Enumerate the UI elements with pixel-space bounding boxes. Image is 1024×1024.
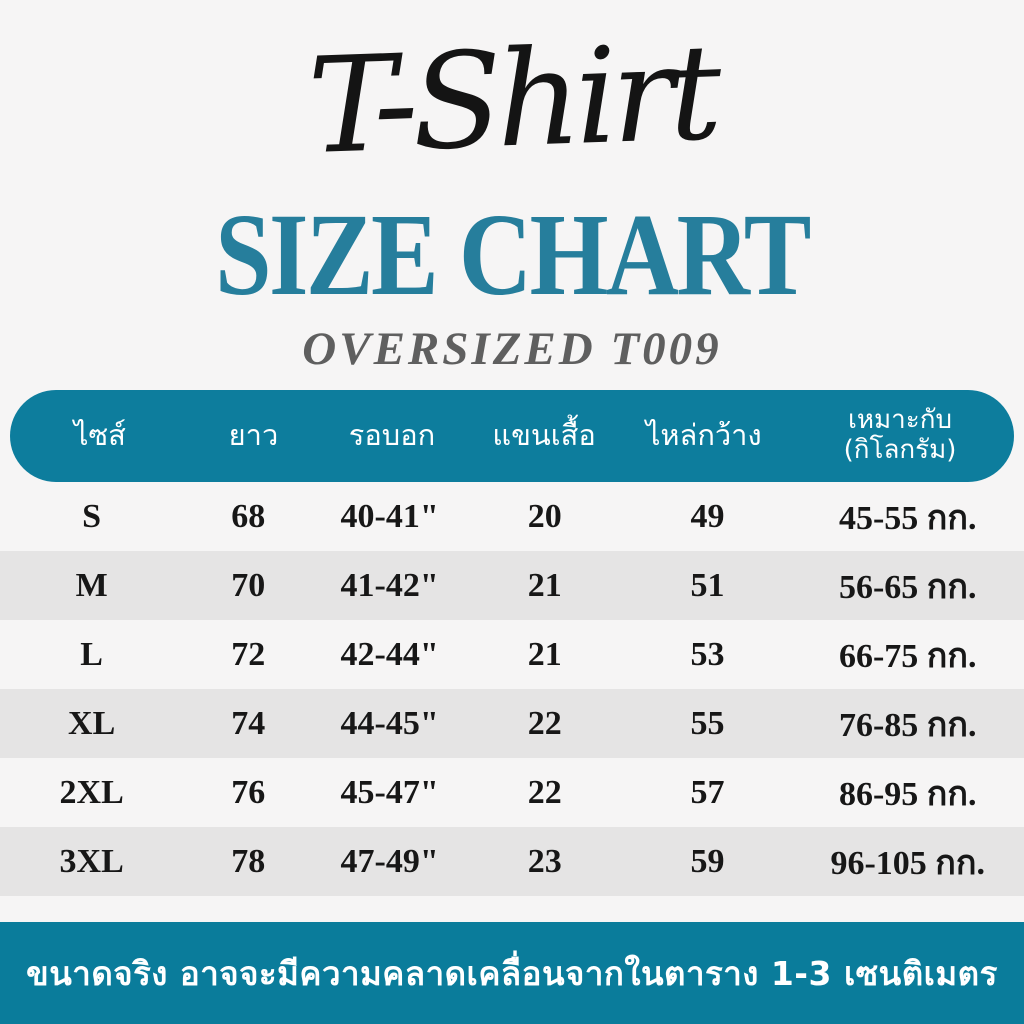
- cell-length: 78: [231, 842, 266, 880]
- cell-sleeve: 23: [527, 842, 562, 880]
- column-header-length: ยาว: [228, 418, 279, 453]
- column-header-weight: เหมาะกับ (กิโลกรัม): [786, 405, 1014, 466]
- cell-size: 3XL: [59, 842, 124, 880]
- cell-sleeve: 21: [527, 566, 562, 604]
- cell-sleeve: 21: [527, 635, 562, 673]
- page-title: SIZE CHART: [215, 189, 811, 320]
- cell-weight: 86-95 กก.: [838, 775, 977, 813]
- column-header-weight-line2: (กิโลกรัม): [843, 435, 957, 465]
- cell-weight: 66-75 กก.: [838, 637, 977, 675]
- cell-length: 72: [231, 635, 266, 673]
- cell-chest: 44-45": [340, 704, 439, 742]
- column-header-shoulder: ไหล่กว้าง: [645, 418, 762, 453]
- cell-sleeve: 22: [527, 773, 562, 811]
- cell-size: M: [75, 566, 108, 604]
- cell-length: 74: [231, 704, 266, 742]
- cell-sleeve: 20: [527, 497, 562, 535]
- table-row-2xl: 2XL 76 45-47" 22 57 86-95 กก.: [0, 758, 1024, 827]
- cell-shoulder: 57: [690, 773, 725, 811]
- cell-shoulder: 53: [690, 635, 725, 673]
- cell-weight: 96-105 กก.: [830, 844, 985, 882]
- cell-shoulder: 55: [690, 704, 725, 742]
- cell-size: 2XL: [59, 773, 124, 811]
- cell-length: 76: [231, 773, 266, 811]
- size-table-body: S 68 40-41" 20 49 45-55 กก. M 70 41-42" …: [0, 482, 1024, 896]
- table-row-3xl: 3XL 78 47-49" 23 59 96-105 กก.: [0, 827, 1024, 896]
- page-subtitle: OVERSIZED T009: [302, 323, 722, 375]
- cell-shoulder: 51: [690, 566, 725, 604]
- column-header-size: ไซส์: [73, 418, 126, 453]
- cell-sleeve: 22: [527, 704, 562, 742]
- table-row-s: S 68 40-41" 20 49 45-55 กก.: [0, 482, 1024, 551]
- cell-chest: 45-47": [340, 773, 439, 811]
- column-header-weight-line1: เหมาะกับ: [848, 405, 952, 436]
- table-row-xl: XL 74 44-45" 22 55 76-85 กก.: [0, 689, 1024, 758]
- cell-weight: 76-85 กก.: [838, 706, 977, 744]
- cell-length: 70: [231, 566, 266, 604]
- tolerance-note-bar: ขนาดจริง อาจจะมีความคลาดเคลื่อนจากในตารา…: [0, 922, 1024, 1024]
- cell-chest: 40-41": [340, 497, 439, 535]
- table-header-row: ไซส์ ยาว รอบอก แขนเสื้อ ไหล่กว้าง เหมาะก…: [10, 390, 1014, 482]
- table-row-m: M 70 41-42" 21 51 56-65 กก.: [0, 551, 1024, 620]
- tolerance-note-text: ขนาดจริง อาจจะมีความคลาดเคลื่อนจากในตารา…: [26, 953, 998, 993]
- cell-shoulder: 49: [690, 497, 725, 535]
- cell-size: L: [80, 635, 103, 673]
- cell-shoulder: 59: [690, 842, 725, 880]
- cell-chest: 41-42": [340, 566, 439, 604]
- cell-chest: 47-49": [340, 842, 439, 880]
- cell-size: XL: [68, 704, 116, 742]
- cell-chest: 42-44": [340, 635, 439, 673]
- cell-length: 68: [231, 497, 266, 535]
- cell-weight: 56-65 กก.: [838, 568, 977, 606]
- cell-size: S: [82, 497, 102, 535]
- column-header-sleeve: แขนเสื้อ: [492, 418, 596, 453]
- table-row-l: L 72 42-44" 21 53 66-75 กก.: [0, 620, 1024, 689]
- script-title: T-Shirt: [305, 15, 719, 185]
- cell-weight: 45-55 กก.: [838, 499, 977, 537]
- column-header-chest: รอบอก: [348, 418, 436, 453]
